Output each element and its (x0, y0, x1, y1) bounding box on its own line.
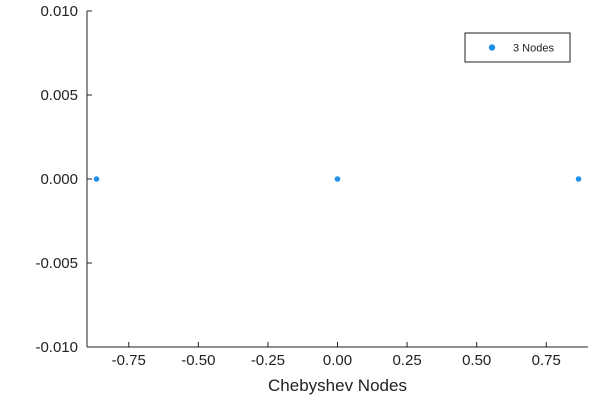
data-point (333, 175, 342, 183)
x-tick-label: -0.75 (112, 352, 146, 369)
y-tick-label: -0.005 (35, 255, 78, 272)
legend-box (464, 32, 571, 63)
legend-marker (487, 43, 496, 52)
x-tick-label: -0.50 (181, 352, 215, 369)
x-tick-label: 0.00 (323, 352, 352, 369)
x-tick-label: 0.25 (392, 352, 421, 369)
y-axis-ticks: 0.010 0.005 0.000 -0.005 -0.010 (35, 3, 92, 356)
data-point (92, 175, 101, 183)
y-tick-label: 0.010 (40, 3, 78, 20)
plot-area (92, 175, 583, 183)
legend-label: 3 Nodes (513, 43, 554, 55)
x-axis-ticks: -0.75 -0.50 -0.25 0.00 0.25 0.50 0.75 (112, 342, 561, 369)
x-axis-label: Chebyshev Nodes (268, 376, 407, 395)
y-tick-label: -0.010 (35, 339, 78, 356)
y-tick-label: 0.005 (40, 87, 78, 104)
legend: 3 Nodes (464, 32, 571, 63)
x-tick-label: 0.75 (532, 352, 561, 369)
x-tick-label: -0.25 (251, 352, 285, 369)
y-tick-label: 0.000 (40, 171, 78, 188)
data-point (574, 175, 583, 183)
x-tick-label: 0.50 (462, 352, 491, 369)
